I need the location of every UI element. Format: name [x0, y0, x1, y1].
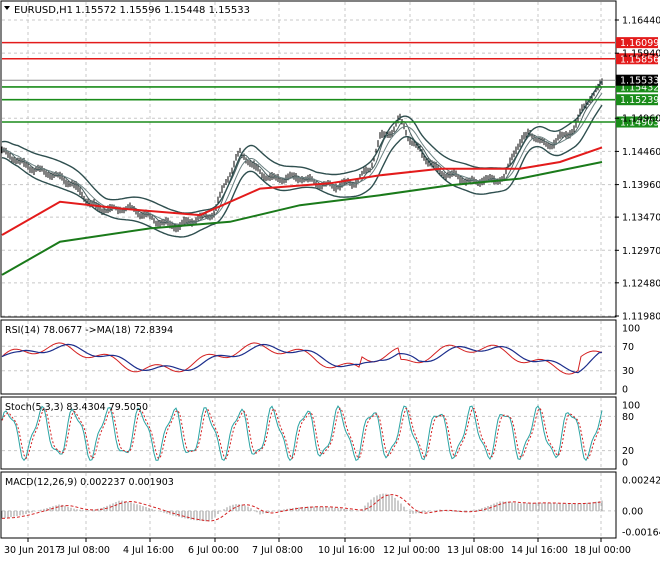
price-tick-label: 1.13960: [622, 180, 660, 191]
macd-tick-label: -0.001649: [622, 528, 660, 539]
red-moving-average: [1, 146, 603, 236]
level-price-badge: [616, 81, 658, 93]
level-price-label: 1.16099: [620, 38, 659, 49]
rsi-ma-line: [1, 343, 603, 374]
time-label: 13 Jul 08:00: [447, 545, 504, 556]
stoch-tick-label: 20: [622, 446, 634, 457]
price-tick-label: 1.14960: [622, 114, 660, 125]
rsi-label: RSI(14) 78.0677 ->MA(18) 72.8394: [5, 325, 173, 336]
time-label: 14 Jul 16:00: [511, 545, 568, 556]
level-price-badge: [616, 116, 658, 128]
stoch-tick-label: 100: [622, 401, 640, 412]
time-label: 3 Jul 08:00: [59, 545, 110, 556]
ohlc-values: 1.15572 1.15596 1.15448 1.15533: [75, 5, 250, 16]
symbol-label: EURUSD,H1: [14, 5, 73, 16]
macd-tick-label: 0.00: [622, 506, 643, 517]
level-price-badge: [616, 37, 658, 49]
level-price-badge: [616, 53, 658, 65]
price-levels: 1.16099 1.15856 1.15432 1.15239 1.14903 1.155…: [2, 37, 659, 129]
price-tick-label: 1.12970: [622, 246, 660, 257]
current-price-badge: [616, 74, 658, 86]
stoch-main-line: [1, 405, 603, 462]
macd-panel[interactable]: [0, 471, 617, 539]
price-tick-label: 1.12480: [622, 278, 660, 289]
level-price-label: 1.14903: [620, 118, 659, 129]
time-label: 7 Jul 08:00: [252, 545, 303, 556]
current-price-label: 1.15533: [620, 76, 659, 87]
dropdown-triangle-icon[interactable]: [4, 6, 10, 10]
macd-tick-label: 0.002422: [622, 476, 660, 487]
bollinger-lower-band: [1, 104, 603, 238]
rsi-tick-label: 0: [622, 385, 628, 396]
price-tick-label: 1.11980: [622, 312, 660, 323]
stoch-tick-label: 0: [622, 458, 628, 469]
price-tick-label: 1.14460: [622, 147, 660, 158]
stoch-signal-line: [1, 407, 603, 460]
rsi-tick-label: 100: [622, 324, 640, 335]
time-label: 6 Jul 00:00: [188, 545, 239, 556]
price-tick-label: 1.13470: [622, 213, 660, 224]
green-moving-average: [1, 161, 603, 276]
level-price-label: 1.15239: [620, 95, 659, 106]
stoch-tick-label: 80: [622, 412, 634, 423]
macd-signal-line: [1, 494, 603, 522]
rsi-tick-label: 30: [622, 366, 634, 377]
time-label: 4 Jul 16:00: [123, 545, 174, 556]
price-tick-label: 1.15940: [622, 49, 660, 60]
time-label: 18 Jul 00:00: [574, 545, 631, 556]
macd-label: MACD(12,26,9) 0.002237 0.001903: [5, 477, 174, 488]
rsi-panel[interactable]: [0, 319, 617, 395]
price-series: [1, 78, 603, 276]
level-price-label: 1.15432: [620, 82, 659, 93]
stoch-label: Stoch(5,3,3) 83.4304 79.5050: [5, 402, 148, 413]
price-tick-label: 1.16440: [622, 16, 660, 27]
time-label: 10 Jul 16:00: [318, 545, 375, 556]
time-label: 30 Jun 2017: [4, 545, 61, 556]
rsi-tick-label: 70: [622, 342, 634, 353]
indicator-series: [1, 342, 603, 522]
time-label: 12 Jul 00:00: [383, 545, 440, 556]
level-price-badge: [616, 94, 658, 106]
rsi-line: [1, 342, 603, 375]
level-price-label: 1.15856: [620, 54, 659, 65]
